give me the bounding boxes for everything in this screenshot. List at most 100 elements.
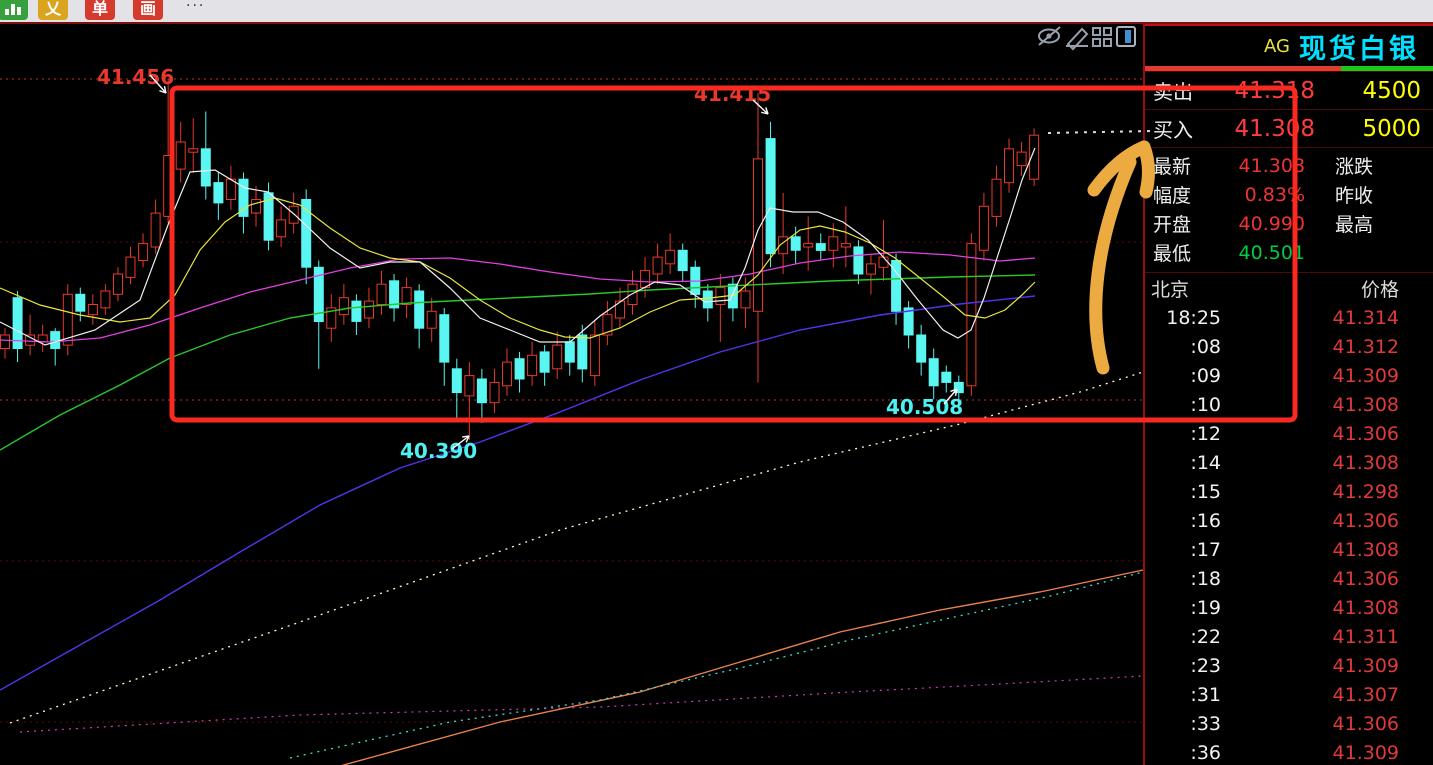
price-label: 40.508 [886, 395, 963, 419]
tick-row: :18 41.306 [1145, 564, 1433, 593]
tick-time: :15 [1190, 480, 1221, 503]
tick-time: :08 [1190, 335, 1221, 358]
panel-toggle-icon[interactable] [1116, 26, 1136, 47]
draw-app-icon[interactable]: 画 [133, 0, 163, 20]
tick-row: :33 41.306 [1145, 709, 1433, 738]
time-and-sales-list[interactable]: 18:25 41.314:08 41.312:09 41.309:10 41.308:1… [1145, 303, 1433, 765]
price-label: 40.390 [400, 439, 477, 463]
tick-row: :12 41.306 [1145, 419, 1433, 448]
instrument-name: 现货白银 [1299, 33, 1419, 65]
tick-time: :19 [1190, 596, 1221, 619]
tick-row: :10 41.308 [1145, 390, 1433, 419]
trend-dotted-white [9, 371, 1144, 724]
ask-row[interactable]: 卖出 41.318 4500 [1145, 71, 1433, 109]
tick-price: 41.308 [1332, 393, 1399, 416]
tick-row: :23 41.309 [1145, 651, 1433, 680]
stat-label-2: 最高 [1335, 214, 1374, 236]
stat-value: 41.308 [1238, 154, 1305, 177]
tick-time-header: 北京 [1151, 278, 1190, 301]
ma-indigo [0, 295, 1036, 691]
stat-value: 0.83% [1244, 183, 1305, 206]
tick-price: 41.312 [1332, 335, 1399, 358]
stat-label: 幅度 [1153, 185, 1192, 207]
tick-row: :16 41.306 [1145, 506, 1433, 535]
tick-price: 41.308 [1332, 538, 1399, 561]
stat-row: 最低 40.501 [1153, 238, 1433, 267]
hide-drawings-icon[interactable] [1038, 26, 1061, 46]
stat-label-2: 昨收 [1335, 185, 1374, 207]
stat-label: 最新 [1153, 156, 1192, 178]
candles [0, 79, 1040, 440]
tick-price: 41.308 [1332, 596, 1399, 619]
tick-time: 18:25 [1166, 306, 1221, 329]
tick-price: 41.306 [1332, 422, 1399, 445]
bid-price: 41.308 [1234, 115, 1315, 142]
tick-price: 41.298 [1332, 480, 1399, 503]
tick-time: :23 [1190, 654, 1221, 677]
strength-green-segment [1340, 66, 1433, 71]
grid-layout-icon[interactable] [1092, 27, 1112, 47]
quote-panel: AG 现货白银 卖出 41.318 4500 买入 41.308 5000 最新… [1143, 22, 1433, 765]
tick-row: 18:25 41.314 [1145, 303, 1433, 332]
app-toolbar: 乂单画 ... [0, 0, 1433, 24]
tick-price: 41.306 [1332, 712, 1399, 735]
tick-row: :19 41.308 [1145, 593, 1433, 622]
tick-row: :08 41.312 [1145, 332, 1433, 361]
stat-value: 40.501 [1238, 241, 1305, 264]
instrument-symbol: AG [1264, 35, 1290, 57]
ask-price: 41.318 [1234, 77, 1315, 104]
tick-time: :33 [1190, 712, 1221, 735]
tick-price: 41.307 [1332, 683, 1399, 706]
chart-toolbar [1038, 26, 1136, 51]
bid-row[interactable]: 买入 41.308 5000 [1145, 109, 1433, 148]
price-label: 41.456 [97, 65, 174, 89]
price-label: 41.415 [694, 82, 771, 106]
tick-time: :17 [1190, 538, 1221, 561]
stat-row: 幅度 0.83% 昨收 [1153, 180, 1433, 209]
tick-time: :10 [1190, 393, 1221, 416]
tick-price: 41.306 [1332, 567, 1399, 590]
tick-time: :12 [1190, 422, 1221, 445]
stat-label: 开盘 [1153, 214, 1192, 236]
stat-value: 40.990 [1238, 212, 1305, 235]
ask-label: 卖出 [1153, 80, 1193, 104]
instrument-title[interactable]: AG 现货白银 [1145, 26, 1433, 66]
tick-row: :22 41.311 [1145, 622, 1433, 651]
tick-time: :22 [1190, 625, 1221, 648]
tick-time: :16 [1190, 509, 1221, 532]
tick-price-header: 价格 [1360, 278, 1399, 301]
tick-price: 41.314 [1332, 306, 1399, 329]
panel-top-divider [1145, 24, 1433, 26]
x-app-icon[interactable]: 乂 [38, 0, 68, 20]
tick-price: 41.308 [1332, 451, 1399, 474]
draw-pencil-icon[interactable] [1066, 27, 1089, 51]
stats-block: 最新 41.308 涨跌 幅度 0.83% 昨收 开盘 40.990 最高 最低 40.501 [1145, 148, 1433, 269]
bid-label: 买入 [1153, 118, 1193, 142]
toolbar-more-button[interactable]: ... [186, 0, 206, 10]
stat-row: 最新 41.308 涨跌 [1153, 151, 1433, 180]
stat-label: 最低 [1153, 243, 1192, 265]
tick-price: 41.309 [1332, 741, 1399, 764]
stat-row: 开盘 40.990 最高 [1153, 209, 1433, 238]
bar-chart-glyph [5, 4, 21, 15]
chart-app-icon[interactable] [0, 0, 28, 20]
tick-row: :14 41.308 [1145, 448, 1433, 477]
bid-size: 5000 [1362, 115, 1421, 142]
tick-row: :17 41.308 [1145, 535, 1433, 564]
tick-time: :18 [1190, 567, 1221, 590]
bull-bear-strength-bar [1145, 66, 1433, 71]
tick-time: :36 [1190, 741, 1221, 764]
trend-orange [340, 569, 1144, 765]
tick-price: 41.309 [1332, 654, 1399, 677]
tick-price: 41.306 [1332, 509, 1399, 532]
tick-row: :09 41.309 [1145, 361, 1433, 390]
tick-row: :15 41.298 [1145, 477, 1433, 506]
tick-time: :14 [1190, 451, 1221, 474]
ask-size: 4500 [1362, 77, 1421, 104]
strength-red-segment [1145, 66, 1341, 71]
form-app-icon[interactable]: 单 [85, 0, 115, 20]
tick-row: :31 41.307 [1145, 680, 1433, 709]
tick-price: 41.311 [1332, 625, 1399, 648]
tick-list-header: 北京 价格 [1145, 273, 1433, 303]
